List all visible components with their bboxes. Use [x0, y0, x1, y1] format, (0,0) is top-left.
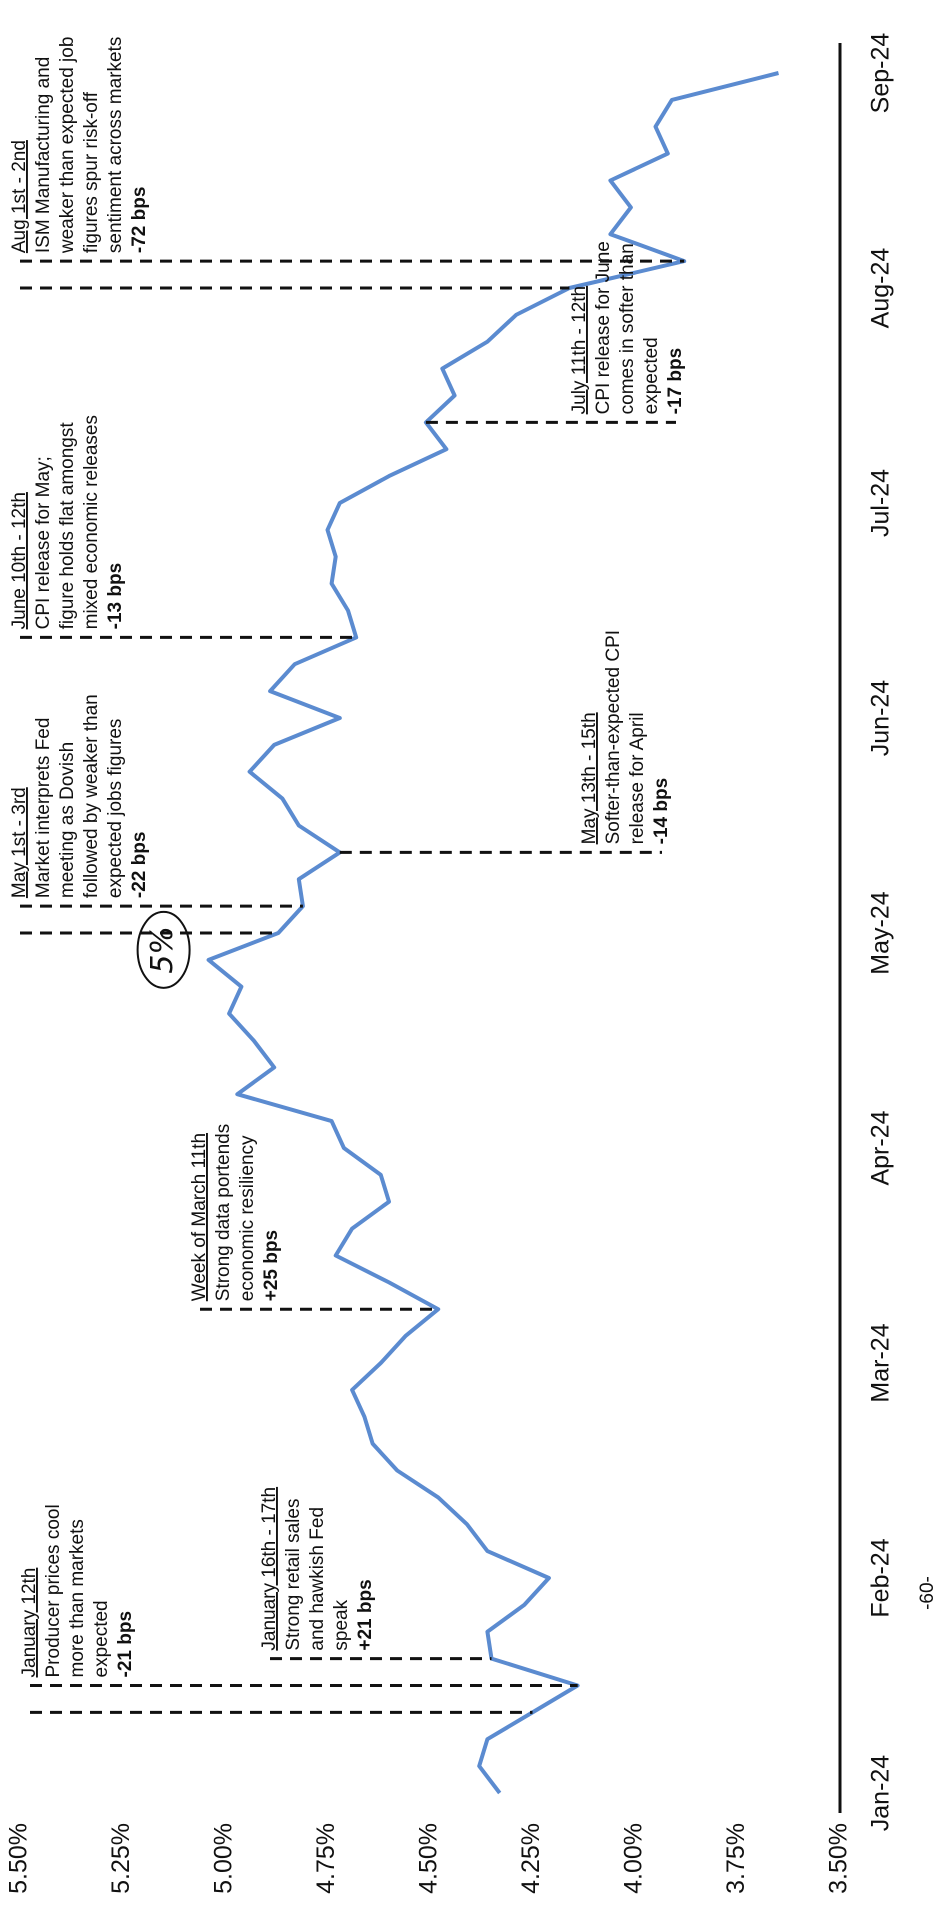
y-tick-label: 4.00%	[620, 1823, 648, 1894]
x-tick-label: Apr-24	[867, 1110, 895, 1185]
annotation-title: January 16th - 17th	[259, 1487, 280, 1651]
annotation-text: release for April	[627, 712, 648, 844]
annotation-title: January 12th	[19, 1568, 40, 1678]
annotation-text: economic resiliency	[237, 1135, 258, 1301]
annotation-title: Aug 1st - 2nd	[9, 140, 30, 253]
y-tick-label: 5.00%	[210, 1823, 238, 1894]
y-tick-label: 3.50%	[825, 1823, 853, 1894]
rotated-chart: 5.50% 5.25% 5.00% 4.75% 4.50% 4.25% 4.00% 3.75%…	[5, 33, 938, 1894]
x-tick-label: Jun-24	[867, 680, 895, 757]
hand-circle	[136, 910, 191, 989]
annotation-text: mixed economic releases	[81, 415, 102, 629]
x-tick-label: May-24	[867, 891, 895, 974]
annotation-text: figure holds flat amongst	[57, 422, 78, 630]
handwritten-note: 5%	[145, 926, 180, 974]
annotation-text: expected	[91, 1600, 112, 1677]
x-tick-label: Mar-24	[867, 1323, 895, 1402]
x-tick-label: Sep-24	[867, 33, 895, 114]
annotation-change: -14 bps	[651, 778, 672, 845]
x-tick-label: Jan-24	[867, 1755, 895, 1832]
annotation-text: sentiment across markets	[105, 37, 126, 253]
annotation-text: Strong retail sales	[283, 1499, 304, 1651]
annotation-change: +25 bps	[261, 1230, 282, 1301]
page-number: -60-	[917, 1576, 938, 1610]
annotation-change: -22 bps	[129, 832, 150, 899]
annotation-change: -21 bps	[115, 1611, 136, 1678]
annotation-change: -13 bps	[105, 563, 126, 630]
annotation-text: expected jobs figures	[105, 719, 126, 899]
annotation-title: Week of March 11th	[189, 1133, 210, 1301]
x-tick-label: Aug-24	[867, 248, 895, 329]
annotation-text: Softer-than-expected CPI	[603, 630, 624, 844]
annotation-title: May 1st - 3rd	[9, 787, 30, 898]
annotation-change: +21 bps	[355, 1579, 376, 1650]
x-tick-label: Feb-24	[867, 1538, 895, 1617]
annotation-text: CPI release for May;	[33, 456, 54, 629]
annotation-text: and hawkish Fed	[307, 1507, 328, 1651]
annotation-text: Strong data portends	[213, 1124, 234, 1301]
annotation-change: -17 bps	[665, 348, 686, 415]
annotation-text: meeting as Dovish	[57, 742, 78, 898]
yield-line	[206, 71, 779, 1795]
x-tick-label: Jul-24	[867, 469, 895, 537]
annotation-text: figures spur risk-off	[81, 91, 102, 253]
y-tick-label: 4.50%	[415, 1823, 443, 1894]
annotation-text: more than markets	[67, 1519, 88, 1677]
y-tick-label: 5.50%	[5, 1823, 33, 1894]
annotation-text: Producer prices cool	[43, 1504, 64, 1677]
annotation-text: comes in softer than	[617, 243, 638, 414]
annotation-title: June 10th - 12th	[9, 492, 30, 629]
annotation-text: expected	[641, 337, 662, 414]
annotation-title: July 11th - 12th	[569, 286, 590, 415]
annotation-change: -72 bps	[129, 187, 150, 254]
annotation-text: ISM Manufacturing and	[33, 57, 54, 253]
annotation-title: May 13th - 15th	[579, 712, 600, 844]
annotation-text: weaker than expected job	[57, 37, 78, 255]
annotation-text: CPI release for June	[593, 241, 614, 414]
y-tick-label: 5.25%	[107, 1823, 135, 1894]
annotation-text: Market interprets Fed	[33, 718, 54, 899]
y-tick-label: 4.25%	[517, 1823, 545, 1894]
annotation-text: followed by weaker than	[81, 694, 102, 898]
y-tick-label: 3.75%	[722, 1823, 750, 1894]
y-tick-label: 4.75%	[312, 1823, 340, 1894]
annotation-text: speak	[331, 1599, 352, 1650]
